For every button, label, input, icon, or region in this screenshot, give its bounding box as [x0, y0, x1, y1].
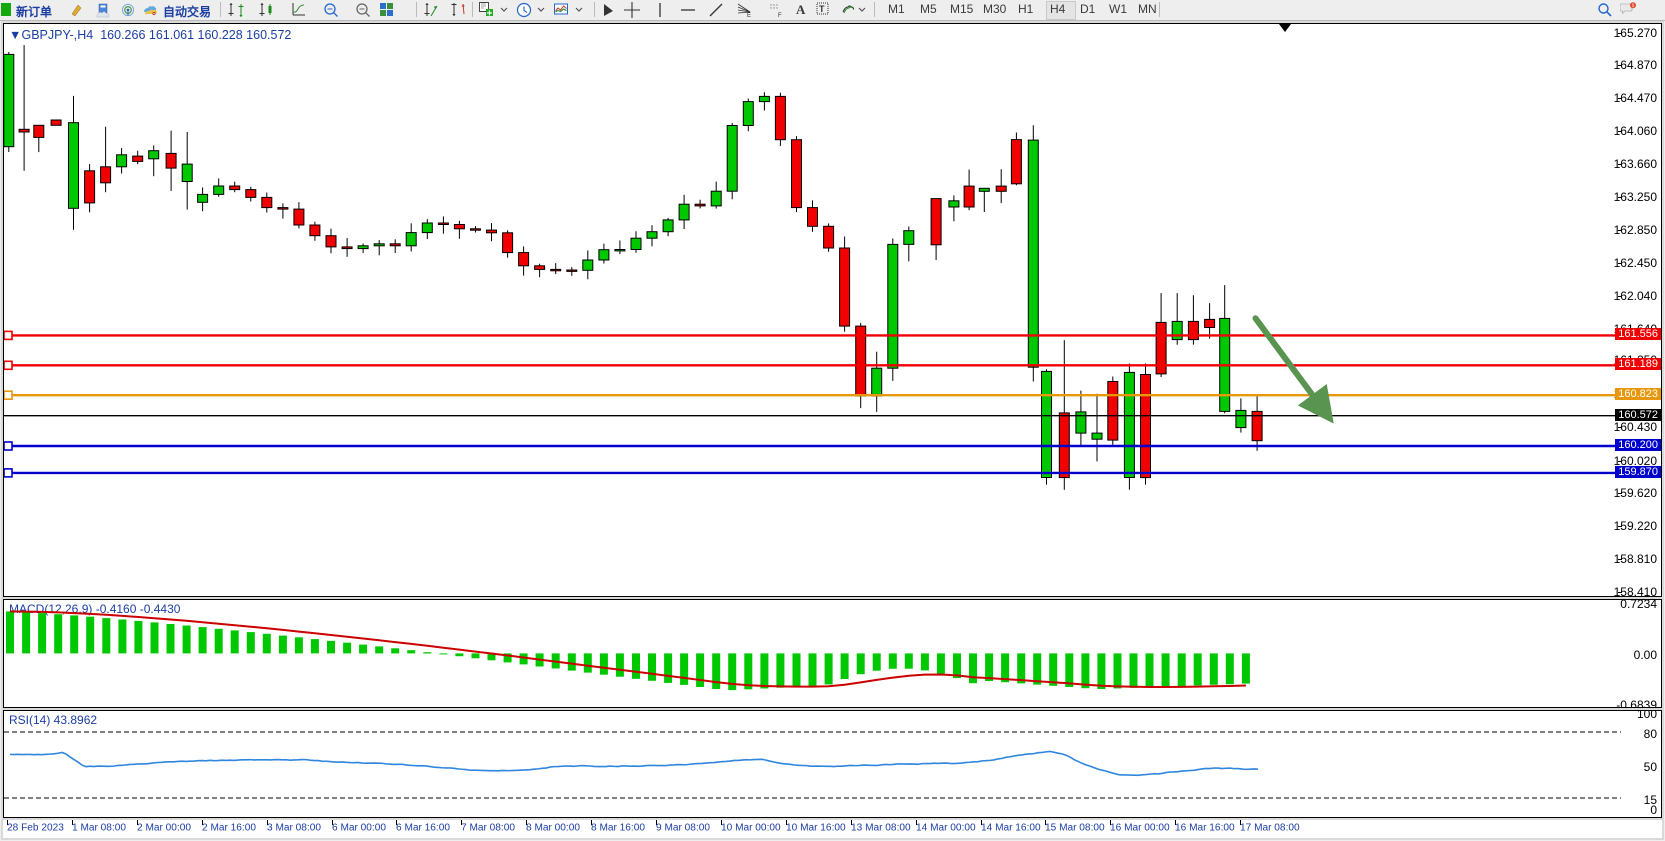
svg-text:T: T [819, 4, 825, 14]
svg-text:F: F [778, 13, 782, 18]
svg-text:E: E [747, 13, 751, 18]
